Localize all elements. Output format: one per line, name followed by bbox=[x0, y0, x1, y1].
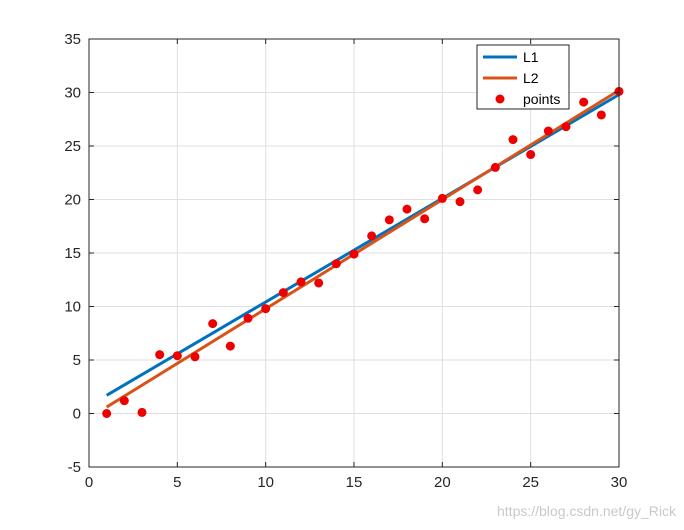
y-tick-label: 25 bbox=[64, 138, 81, 155]
data-point bbox=[367, 231, 377, 241]
y-tick-label: 30 bbox=[64, 85, 81, 102]
data-point bbox=[455, 197, 465, 207]
data-point bbox=[278, 288, 288, 298]
data-point bbox=[225, 341, 235, 351]
data-point bbox=[384, 215, 394, 225]
x-tick-label: 0 bbox=[85, 474, 93, 491]
x-tick-label: 25 bbox=[522, 474, 539, 491]
x-tick-label: 20 bbox=[434, 474, 451, 491]
legend: L1 L2 points bbox=[476, 44, 570, 110]
data-point bbox=[508, 135, 518, 145]
y-tick-label: 0 bbox=[73, 406, 81, 423]
data-point bbox=[490, 162, 500, 172]
data-point bbox=[596, 110, 606, 120]
data-point bbox=[119, 396, 129, 406]
y-tick-label: -5 bbox=[68, 459, 81, 476]
data-point bbox=[526, 150, 536, 160]
data-point bbox=[190, 352, 200, 362]
data-point bbox=[561, 122, 571, 132]
data-point bbox=[243, 313, 253, 323]
legend-label: points bbox=[523, 91, 560, 107]
data-point bbox=[102, 409, 112, 418]
data-point bbox=[208, 319, 218, 329]
x-tick-label: 30 bbox=[611, 474, 628, 491]
legend-swatch-points bbox=[495, 94, 505, 104]
data-point bbox=[296, 277, 306, 287]
x-tick-label: 15 bbox=[346, 474, 363, 491]
data-point bbox=[155, 350, 165, 360]
y-tick-label: 5 bbox=[73, 352, 81, 369]
plot-area bbox=[102, 86, 624, 418]
x-tick-label: 5 bbox=[173, 474, 181, 491]
data-point bbox=[420, 214, 430, 224]
series-line-l1 bbox=[105, 93, 620, 397]
data-point bbox=[543, 126, 553, 136]
legend-label: L2 bbox=[523, 70, 539, 86]
y-tick-label: 10 bbox=[64, 299, 81, 316]
y-tick-label: 35 bbox=[64, 31, 81, 48]
legend-label: L1 bbox=[523, 49, 539, 65]
data-point bbox=[402, 204, 412, 214]
data-point bbox=[261, 304, 271, 314]
data-point bbox=[314, 278, 324, 288]
x-tick-label: 10 bbox=[257, 474, 274, 491]
y-tick-label: 15 bbox=[64, 245, 81, 262]
data-point bbox=[579, 97, 589, 107]
data-point bbox=[473, 185, 483, 195]
y-tick-label: 20 bbox=[64, 192, 81, 209]
data-point bbox=[137, 407, 147, 417]
watermark: https://blog.csdn.net/gy_Rick bbox=[497, 503, 676, 519]
data-point bbox=[349, 249, 359, 259]
data-point bbox=[331, 259, 341, 269]
data-point bbox=[437, 193, 447, 203]
data-point bbox=[172, 351, 182, 361]
